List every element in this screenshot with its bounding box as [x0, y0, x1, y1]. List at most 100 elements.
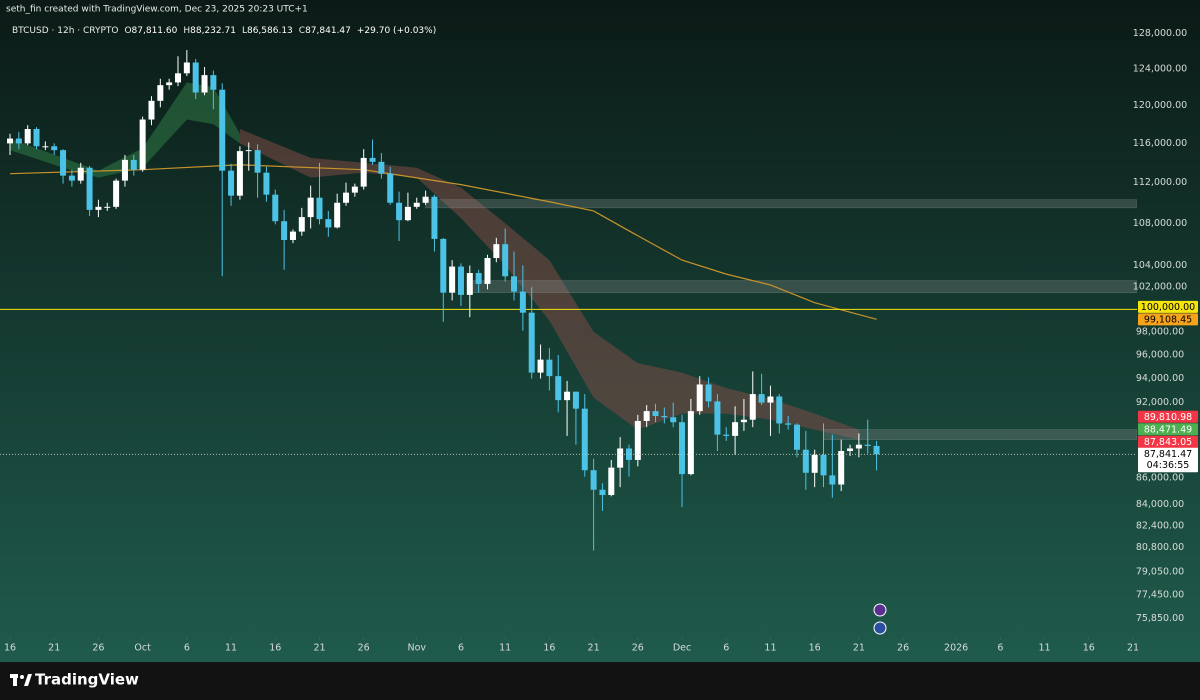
- price-label-box: [1138, 410, 1198, 423]
- candle-body: [77, 167, 84, 181]
- y-tick-label: 84,000.00: [1136, 499, 1184, 510]
- candle-body: [670, 417, 677, 423]
- zone: [823, 429, 1137, 440]
- ohlc-key: H: [183, 26, 190, 36]
- brand-logo: [10, 674, 32, 686]
- x-tick-label: 11: [1039, 643, 1051, 654]
- candle-body: [555, 376, 562, 401]
- y-tick-label: 104,000.00: [1133, 260, 1187, 271]
- candle-body: [749, 394, 756, 420]
- brand[interactable]: TradingView: [35, 671, 139, 689]
- candle-body: [413, 202, 420, 207]
- x-tick-label: Dec: [673, 643, 691, 654]
- y-tick-label: 120,000.00: [1133, 100, 1187, 111]
- candle-body: [634, 420, 641, 460]
- price-label: 88,471.49: [1144, 424, 1192, 435]
- y-tick-label: 102,000.00: [1133, 282, 1187, 293]
- candle-body: [687, 411, 694, 475]
- x-tick-label: 21: [1127, 643, 1139, 654]
- candle-body: [847, 448, 854, 452]
- candle-body: [767, 396, 774, 403]
- candle-body: [334, 202, 341, 228]
- candle-body: [404, 206, 411, 221]
- candle-body: [475, 273, 482, 284]
- candle-body: [15, 138, 22, 144]
- candle-body: [793, 424, 800, 450]
- candle-body: [864, 444, 871, 446]
- candle-body: [121, 159, 128, 181]
- candle-body: [236, 151, 243, 196]
- candle-body: [581, 408, 588, 471]
- x-tick-label: 21: [313, 643, 325, 654]
- candle-body: [281, 221, 288, 240]
- candle-body: [546, 359, 553, 377]
- x-tick-label: 11: [499, 643, 511, 654]
- candle-body: [272, 194, 279, 222]
- zone: [469, 280, 1137, 293]
- candle-body: [263, 172, 270, 195]
- candle-body: [24, 129, 31, 144]
- candle-body: [210, 75, 217, 90]
- symbol: BTCUSD · 12h · CRYPTO: [12, 26, 118, 36]
- candle-body: [696, 384, 703, 412]
- candle-body: [369, 157, 376, 162]
- candle-body: [599, 489, 606, 496]
- candle-body: [431, 196, 438, 239]
- candle-body: [422, 196, 429, 203]
- last-price-box: [1138, 447, 1198, 473]
- price-label: 87,843.05: [1144, 437, 1192, 448]
- candle-body: [714, 401, 721, 435]
- candle-body: [466, 273, 473, 295]
- y-tick-label: 94,000.00: [1136, 373, 1184, 384]
- axes: 128,000.00 124,000.00 120,000.00 116,000.00…: [4, 28, 1198, 654]
- candle-body: [511, 276, 518, 292]
- candle-body: [42, 146, 49, 148]
- x-tick-label: 26: [358, 643, 370, 654]
- candle-body: [33, 129, 40, 147]
- candle-body: [387, 173, 394, 203]
- ohlc-value: 86,586.13: [247, 26, 293, 36]
- event-icon[interactable]: [873, 621, 887, 635]
- candle-body: [298, 217, 305, 232]
- candle-body: [68, 175, 75, 181]
- candle-body: [643, 411, 650, 421]
- price-label: 100,000.00: [1141, 302, 1195, 313]
- candle-body: [378, 161, 385, 174]
- candle-body: [820, 454, 827, 476]
- x-tick-label: 21: [48, 643, 60, 654]
- x-tick-label: 21: [588, 643, 600, 654]
- y-tick-label: 79,050.00: [1136, 567, 1184, 578]
- x-tick-label: Nov: [407, 643, 426, 654]
- change: +29.70 (+0.03%): [357, 26, 436, 36]
- ohlc-key: L: [242, 26, 247, 36]
- y-tick-label: 96,000.00: [1136, 349, 1184, 360]
- candle-body: [802, 449, 809, 473]
- candle-body: [457, 266, 464, 295]
- price-label: 89,810.98: [1144, 412, 1192, 423]
- candle-body: [316, 197, 323, 220]
- y-tick-label: 86,000.00: [1136, 472, 1184, 483]
- candle-body: [502, 244, 509, 277]
- candle-body: [95, 206, 102, 210]
- last-price-label: 87,841.47: [1144, 449, 1192, 460]
- ohlc-value: 87,841.47: [305, 26, 351, 36]
- ohlc-key: C: [299, 26, 305, 36]
- zone: [425, 199, 1137, 209]
- candle-body: [519, 291, 526, 313]
- x-tick-label: 6: [458, 643, 464, 654]
- x-tick-label: 2026: [944, 643, 968, 654]
- y-tick-label: 124,000.00: [1133, 63, 1187, 74]
- candle-body: [572, 391, 579, 409]
- ribbon: [10, 82, 240, 178]
- candle-body: [528, 312, 535, 373]
- candle-body: [537, 359, 544, 373]
- candle-body: [705, 384, 712, 402]
- candle-body: [245, 150, 252, 152]
- candle-body: [564, 391, 571, 401]
- y-tick-label: 108,000.00: [1133, 218, 1187, 229]
- candle-body: [449, 266, 456, 293]
- event-icon[interactable]: [873, 603, 887, 617]
- candle-body: [855, 444, 862, 449]
- candle-body: [157, 85, 164, 101]
- candle-body: [343, 192, 350, 203]
